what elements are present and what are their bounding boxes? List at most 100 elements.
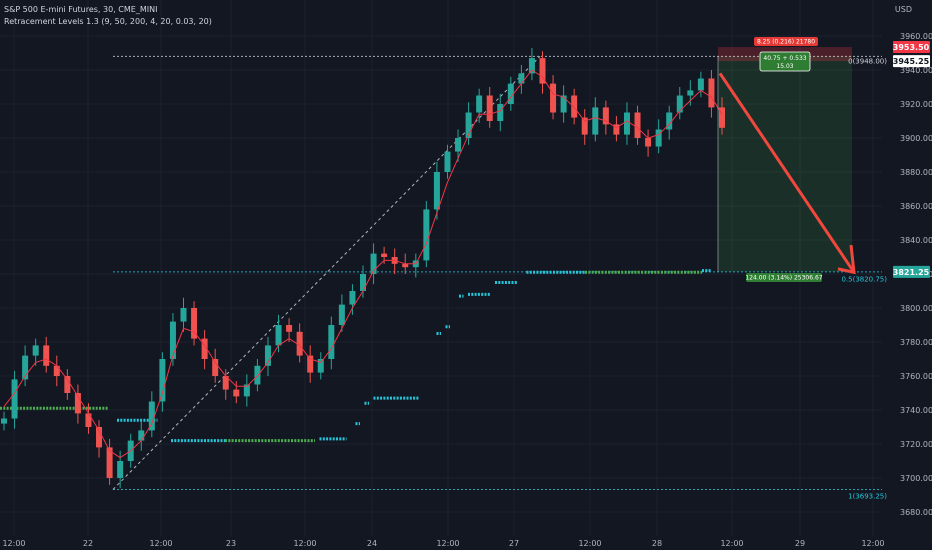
candle-body	[634, 112, 641, 138]
candle-body	[138, 430, 145, 441]
indicator-label[interactable]: Retracement Levels 1.3 (9, 50, 200, 4, 2…	[4, 17, 212, 26]
x-tick-label: 12:00	[578, 539, 601, 548]
x-tick-label: 27	[509, 539, 519, 548]
time-axis[interactable]: 12:00 22 12:00 23 12:00 24 12:00 27 12:00 28 12:00…	[2, 539, 884, 548]
candle-body	[381, 253, 388, 257]
x-tick-label: 24	[367, 539, 377, 548]
x-tick-label: 12:00	[149, 539, 172, 548]
target-label: 124.00 (3.14%) 25306.67	[745, 275, 822, 282]
candle-body	[117, 461, 124, 478]
y-tick-label: 3840.00	[900, 236, 932, 245]
x-tick-label: 29	[795, 539, 805, 548]
candle-body	[507, 83, 514, 104]
candle-body	[233, 389, 240, 397]
x-tick-label: 12:00	[861, 539, 884, 548]
y-tick-label: 3720.00	[900, 440, 932, 449]
symbol-title[interactable]: S&P 500 E-mini Futures, 30, CME_MINI	[4, 5, 158, 14]
candle-body	[275, 325, 282, 346]
candle-body	[708, 78, 715, 108]
candle-body	[159, 359, 166, 402]
currency-label: USD	[894, 5, 912, 14]
price-label-bg	[893, 55, 930, 68]
candle-body	[338, 304, 345, 325]
x-tick-label: 12:00	[2, 539, 25, 548]
candle-body	[96, 427, 103, 448]
candle-body	[571, 95, 578, 118]
candle-body	[254, 365, 261, 385]
y-tick-label: 3680.00	[900, 508, 932, 517]
candle-body	[201, 338, 208, 359]
ma-line	[3, 69, 723, 459]
candle-body	[476, 95, 483, 113]
candle-body	[528, 58, 535, 74]
candles	[1, 47, 725, 489]
price-label: 3945.25	[893, 57, 930, 66]
candle-body	[444, 151, 451, 172]
stop-label-bg	[754, 37, 818, 46]
candle-body	[328, 325, 335, 359]
y-tick-label: 3920.00	[900, 100, 932, 109]
x-tick-label: 23	[226, 539, 236, 548]
candle-body	[191, 308, 198, 339]
y-tick-label: 3760.00	[900, 372, 932, 381]
candle-body	[64, 376, 71, 393]
price-label: 3953.50	[893, 43, 930, 52]
candle-body	[433, 172, 440, 210]
x-tick-label: 12:00	[436, 539, 459, 548]
candle-body	[592, 107, 599, 135]
fib-level-label: 0.5(3820.75)	[841, 276, 887, 284]
candle-body	[286, 325, 293, 332]
price-axis[interactable]: 3680.00 3700.00 3720.00 3740.00 3760.00 3780.…	[893, 32, 932, 517]
y-tick-label: 3940.00	[900, 66, 932, 75]
candle-body	[497, 104, 504, 121]
candle-body	[666, 112, 673, 130]
candle-body	[423, 209, 430, 261]
candle-body	[560, 95, 567, 113]
candle-body	[360, 274, 366, 291]
candle-body	[317, 359, 324, 373]
candle-body	[43, 345, 50, 366]
x-tick-label: 12:00	[720, 539, 743, 548]
chart-legend: S&P 500 E-mini Futures, 30, CME_MINI Ret…	[4, 4, 212, 28]
candle-body	[676, 95, 683, 113]
y-tick-label: 3960.00	[900, 32, 932, 41]
candle-body	[307, 355, 314, 373]
price-label-bg	[893, 265, 930, 278]
y-tick-label: 3800.00	[900, 304, 932, 313]
candle-body	[697, 78, 704, 91]
candle-body	[719, 107, 725, 128]
candle-body	[581, 117, 588, 135]
candle-body	[402, 263, 409, 268]
candle-body	[645, 138, 652, 147]
candle-body	[85, 413, 92, 427]
entry-label-line1: 40.75 + 0.533	[763, 55, 806, 62]
x-tick-label: 22	[83, 539, 93, 548]
x-tick-label: 12:00	[293, 539, 316, 548]
candle-body	[539, 58, 546, 84]
candle-body	[486, 95, 493, 121]
candle-body	[455, 138, 462, 152]
y-tick-label: 3740.00	[900, 406, 932, 415]
entry-label-line2: 15.03	[776, 63, 793, 70]
y-tick-label: 3880.00	[900, 168, 932, 177]
fib-level-label: 0(3948.00)	[848, 57, 887, 65]
candle-body	[74, 393, 81, 414]
y-tick-label: 3860.00	[900, 202, 932, 211]
y-tick-label: 3700.00	[900, 474, 932, 483]
stop-label: 8.25 (0.216) 21780	[757, 39, 815, 46]
projection-arrow	[718, 72, 856, 274]
entry-label-bg	[759, 51, 811, 72]
y-tick-label: 3780.00	[900, 338, 932, 347]
candle-body	[349, 291, 356, 305]
candle-body	[180, 308, 187, 322]
candle-body	[550, 83, 557, 113]
candle-body	[655, 129, 662, 147]
candle-body	[602, 107, 609, 125]
candle-body	[148, 401, 155, 431]
x-tick-label: 28	[652, 539, 662, 548]
candle-body	[370, 253, 377, 274]
fib-level-label: 1(3693.25)	[848, 492, 887, 500]
target-label-bg	[746, 273, 822, 282]
